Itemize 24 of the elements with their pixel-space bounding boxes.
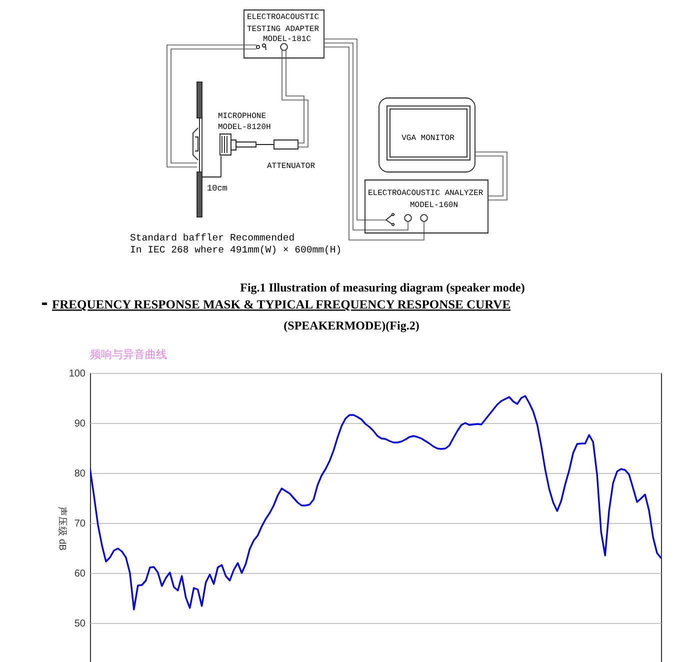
text: Standard baffler Recommended (130, 232, 295, 244)
y-axis-title: 声压级 dB (56, 506, 68, 551)
text: FREQUENCY RESPONSE MASK & TYPICAL FREQUENCY RESPONSE CURVE (52, 298, 511, 312)
text: (SPEAKERMODE)(Fig.2) (284, 318, 420, 332)
text: ELECTROACOUSTIC ANALYZER (368, 189, 484, 198)
caption: Fig.1 Illustration of measuring diagram (speaker mode) (240, 280, 525, 294)
text: TESTING ADAPTER (247, 25, 320, 34)
text: VGA MONITOR (402, 134, 455, 143)
line-series (90, 395, 661, 610)
text: ELECTROACOUSTIC (247, 13, 320, 22)
y-tick-label: 90 (74, 418, 86, 430)
text: MICROPHONE (218, 112, 266, 121)
text: MODEL-8120H (218, 123, 272, 132)
text: In IEC 268 where 491mm(W) × 600mm(H) (130, 244, 342, 256)
y-tick-label: 100 (68, 368, 86, 380)
chart-title: 频响与异音曲线 (90, 348, 167, 361)
text: ATTENUATOR (267, 162, 316, 171)
y-tick-label: 60 (74, 568, 86, 580)
y-tick-label: 70 (74, 518, 86, 530)
y-tick-label: 50 (74, 618, 86, 630)
text: 10cm (207, 184, 228, 194)
y-tick-label: 80 (74, 468, 86, 480)
text: MODEL-181C (263, 35, 312, 44)
text: MODEL-160N (410, 201, 458, 210)
